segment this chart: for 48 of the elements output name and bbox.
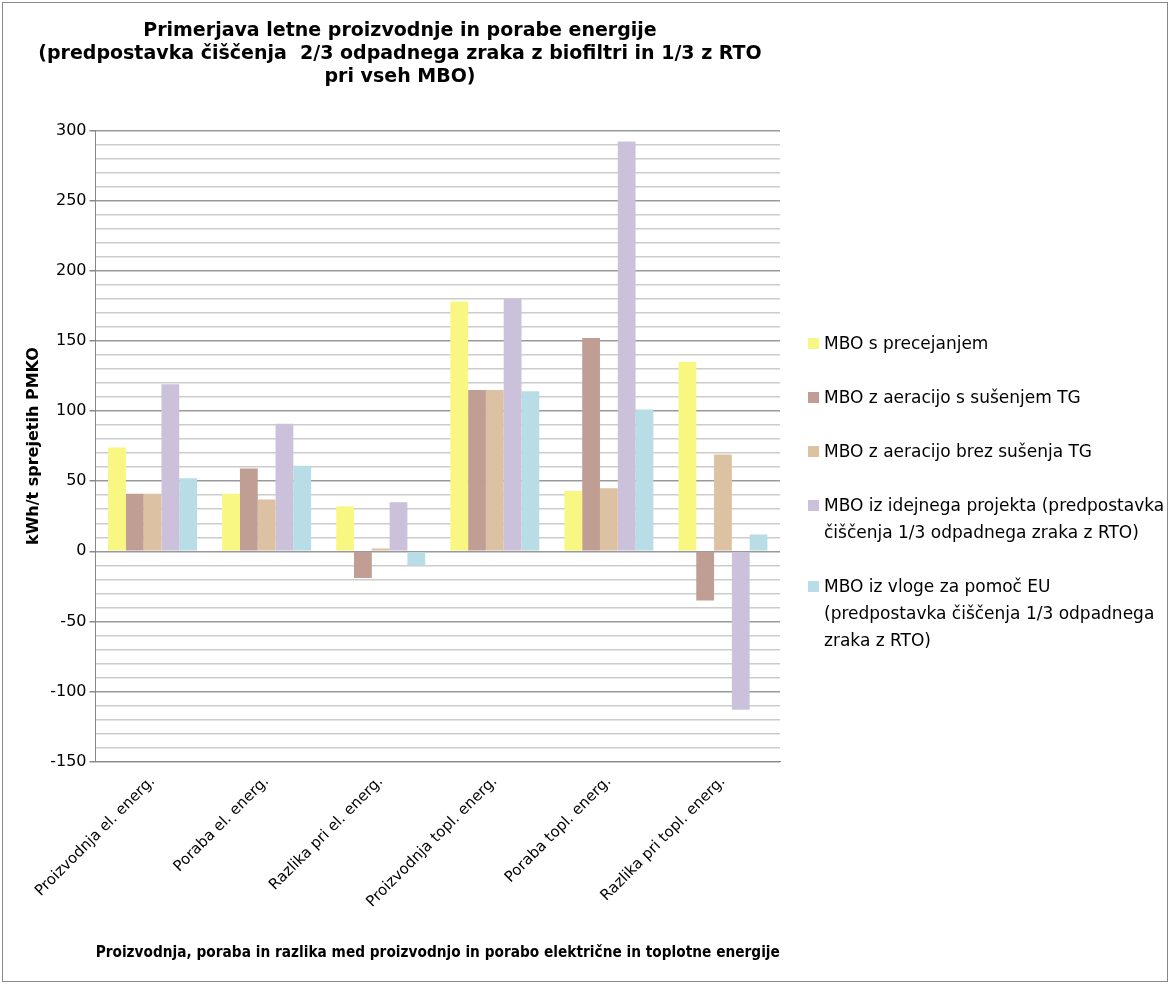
y-tick-label: -100: [50, 680, 87, 700]
y-tick-label: 300: [55, 119, 87, 139]
bar: [336, 506, 355, 551]
y-tick-label: -150: [50, 750, 87, 770]
bar: [143, 493, 162, 551]
bar: [714, 454, 732, 551]
y-tick-label: 150: [55, 330, 87, 350]
bar: [179, 478, 198, 551]
bar: [599, 488, 618, 551]
legend-label: MBO iz vloge za pomoč EU (predpostavka čiščenja 1/3 odpadnega zraka z RTO): [824, 575, 1156, 652]
bar: [678, 361, 697, 551]
legend-label: MBO iz idejnega projekta (predpostavka čiščenja 1/3 odpadnega zraka z RTO): [824, 494, 1166, 544]
legend-label: MBO s precejanjem: [824, 332, 989, 355]
bar: [239, 468, 258, 551]
bar: [293, 465, 312, 551]
legend-label: MBO z aeracijo s sušenjem TG: [824, 386, 1081, 409]
y-tick-label: 200: [55, 259, 87, 279]
y-tick-label: -50: [60, 610, 87, 630]
bar: [635, 409, 654, 551]
bar: [275, 423, 294, 551]
bar: [257, 499, 276, 551]
bar: [161, 384, 180, 551]
bar: [108, 447, 126, 551]
bar: [389, 502, 408, 551]
chart-title: Primerjava letne proizvodnje in porabe energije (predpostavka čiščenja 2/3 odpadnega zraka z biofiltri in 1/3 z RTO pri vseh MBO): [38, 18, 762, 86]
y-axis-title: kWh/t sprejetih PMKO: [22, 347, 42, 545]
y-tick-label: 100: [55, 400, 87, 420]
bar: [450, 301, 469, 551]
x-axis-title: Proizvodnja, poraba in razlika med proizvodnjo in porabo električne in toplotne energije: [95, 943, 781, 961]
y-tick-label: 50: [66, 470, 87, 490]
bar: [468, 389, 486, 551]
bar: [582, 338, 600, 551]
bar: [503, 298, 522, 551]
bar: [521, 391, 540, 551]
bar: [731, 552, 750, 710]
bar: [617, 141, 636, 551]
bar: [696, 552, 715, 601]
bar: [371, 548, 390, 551]
bar: [407, 552, 426, 566]
bar: [125, 493, 144, 551]
bar: [564, 490, 583, 551]
bar: [354, 552, 372, 578]
y-tick-label: 250: [55, 189, 87, 209]
bar: [749, 534, 768, 551]
bar: [222, 493, 240, 551]
y-tick-label: 0: [76, 540, 87, 560]
bar: [485, 389, 504, 551]
legend-label: MBO z aeracijo brez sušenja TG: [824, 440, 1093, 463]
